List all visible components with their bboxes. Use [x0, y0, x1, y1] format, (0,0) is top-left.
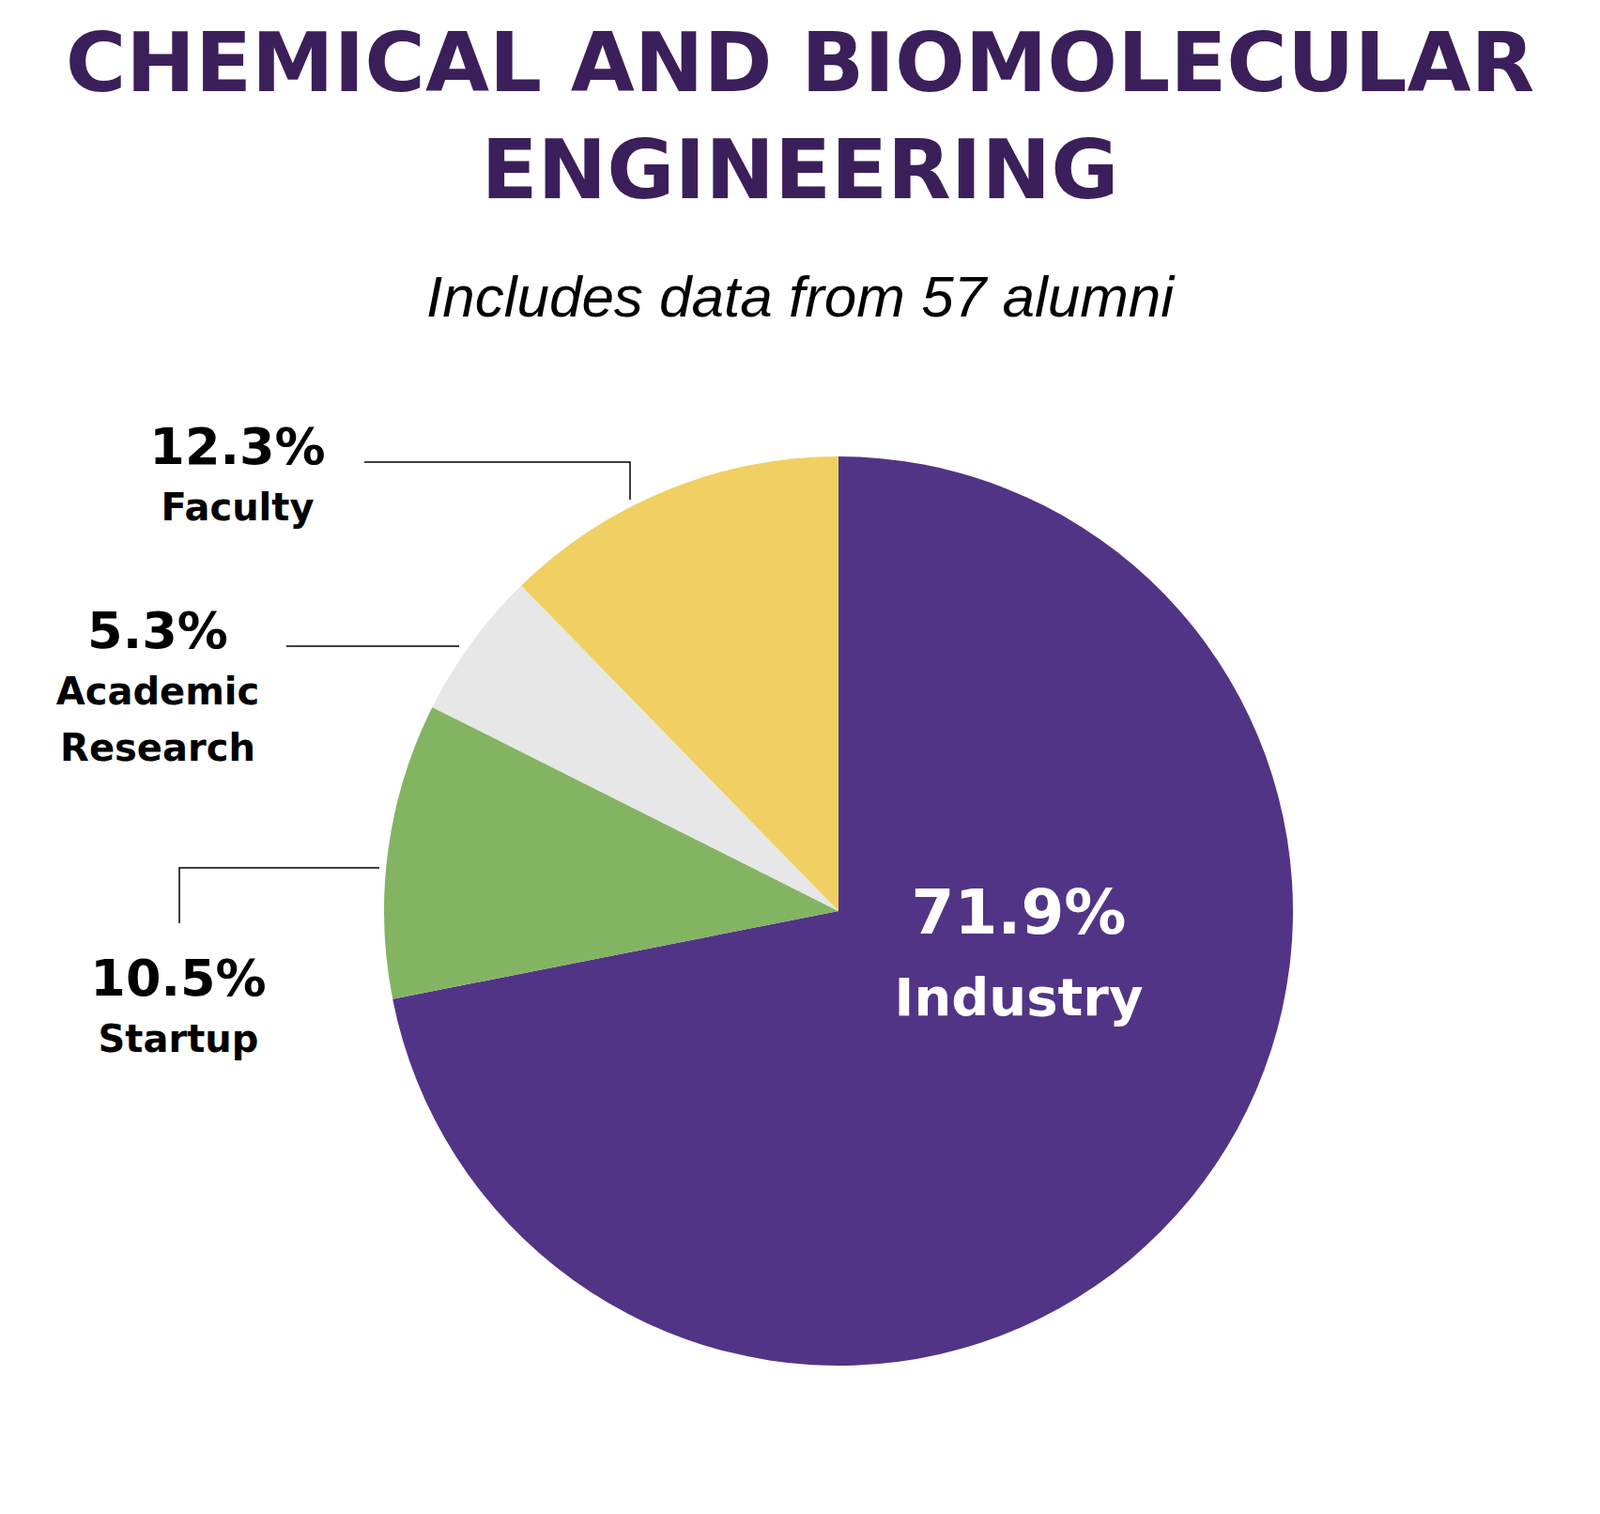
html-text:CHEMICAL AND BIOMOLECULAR: CHEMICAL AND BIOMOLECULAR	[65, 14, 1535, 111]
svg-text:Academic: Academic	[56, 669, 261, 713]
svg-text:Startup: Startup	[98, 1016, 260, 1061]
svg-text:12.3%: 12.3%	[149, 416, 325, 477]
svg-text:Research: Research	[60, 725, 256, 770]
html-text:Includes data from 57 alumni: Includes data from 57 alumni	[426, 263, 1174, 329]
svg-text:Industry: Industry	[894, 966, 1144, 1028]
html-text:ENGINEERING: ENGINEERING	[481, 121, 1119, 218]
svg-text:71.9%: 71.9%	[911, 876, 1127, 949]
svg-text:5.3%: 5.3%	[87, 600, 229, 661]
svg-text:Faculty: Faculty	[160, 485, 314, 529]
svg-text:10.5%: 10.5%	[90, 948, 266, 1008]
